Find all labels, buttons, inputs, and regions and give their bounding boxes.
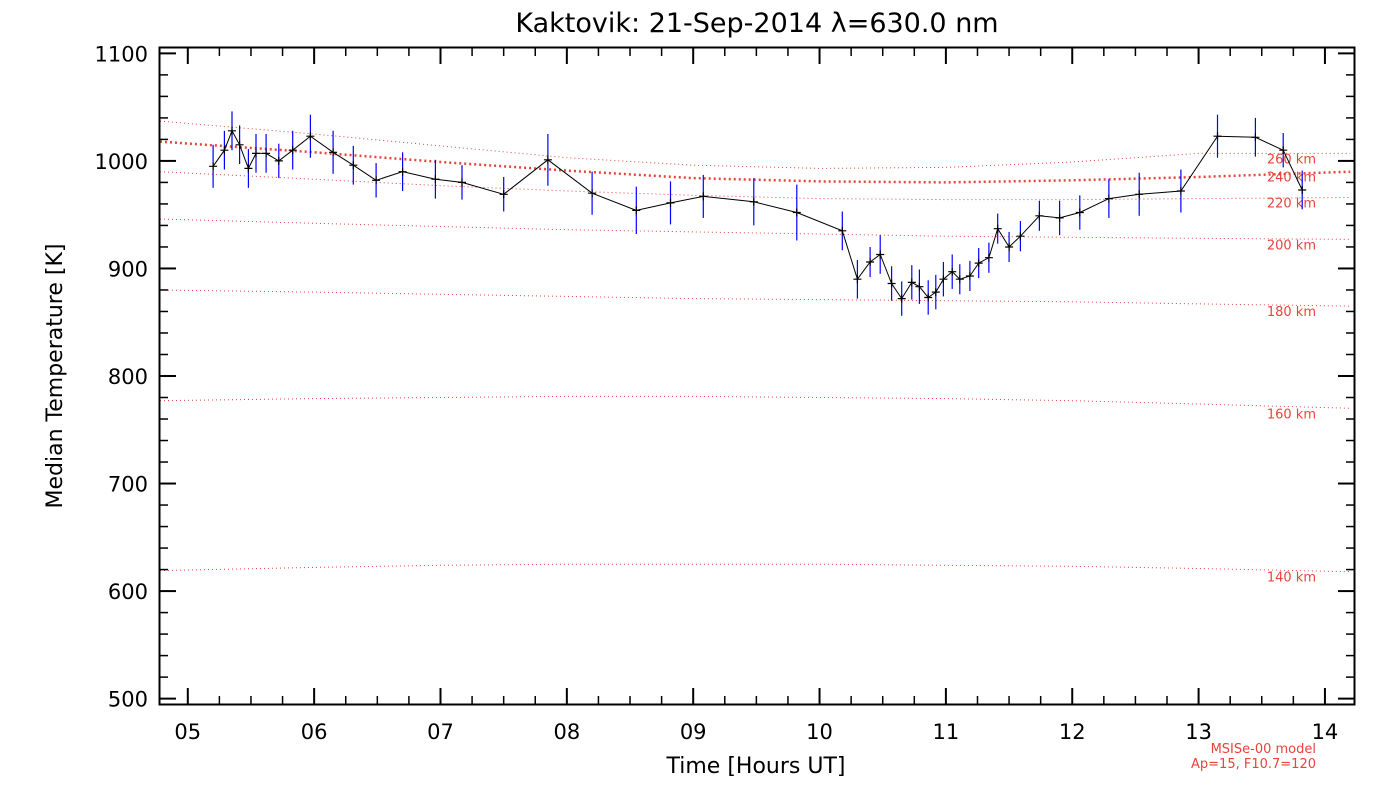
data-point xyxy=(1135,190,1144,199)
data-point xyxy=(955,275,964,284)
data-point xyxy=(262,149,271,158)
data-point xyxy=(244,164,253,173)
y-tick-label: 900 xyxy=(108,258,148,282)
data-point xyxy=(993,224,1002,233)
data-point xyxy=(948,267,957,276)
data-point xyxy=(897,294,906,303)
data-point xyxy=(274,156,283,165)
data-point xyxy=(588,189,597,198)
data-point xyxy=(398,167,407,176)
data-point xyxy=(931,288,940,297)
data-point xyxy=(838,226,847,235)
data-point xyxy=(1176,187,1185,195)
data-point xyxy=(1213,132,1222,141)
data-point xyxy=(699,192,708,201)
model-curve-label: 140 km xyxy=(1267,571,1316,586)
data-point xyxy=(915,282,924,291)
model-curves: 260 km 240 km 220 km 200 km 180 km 160 km 140 … xyxy=(159,120,1351,586)
y-tick-label: 1100 xyxy=(95,42,148,66)
y-tick-label: 600 xyxy=(108,580,148,604)
model-curve-label: 180 km xyxy=(1267,305,1316,320)
data-point xyxy=(792,208,801,217)
data-point xyxy=(853,275,862,284)
model-curve-label: 220 km xyxy=(1267,197,1316,212)
y-axis-label: Median Temperature [K] xyxy=(43,244,68,509)
data-point xyxy=(1075,208,1084,217)
data-point xyxy=(1055,213,1064,222)
data-point xyxy=(1016,232,1025,241)
data-point xyxy=(349,161,358,170)
model-curve-label: 240 km xyxy=(1267,171,1316,186)
model-curve-240-km xyxy=(159,140,1351,184)
model-curve-140-km xyxy=(159,563,1351,573)
data-point xyxy=(499,190,508,199)
data-point xyxy=(306,132,315,141)
x-tick-label: 12 xyxy=(1059,720,1086,744)
model-curve-260-km xyxy=(159,120,1351,169)
data-point xyxy=(329,148,338,157)
data-point xyxy=(458,178,466,187)
data-point xyxy=(965,272,974,280)
data-point xyxy=(1279,146,1288,155)
data-point xyxy=(666,198,675,207)
x-tick-label: 06 xyxy=(301,720,328,744)
model-note-line1: MSISe-00 model xyxy=(1211,742,1316,757)
data-point xyxy=(887,279,896,288)
y-tick-label: 1000 xyxy=(95,150,148,174)
data-point xyxy=(907,278,916,287)
data-point xyxy=(876,250,885,259)
data-point xyxy=(288,146,297,155)
model-curve-200-km xyxy=(159,218,1351,240)
model-curve-label: 260 km xyxy=(1267,152,1316,167)
data-point xyxy=(984,253,993,262)
x-tick-label: 05 xyxy=(174,720,201,744)
data-point xyxy=(924,293,933,302)
data-point xyxy=(1005,243,1014,251)
data-point xyxy=(543,155,552,164)
data-series xyxy=(209,126,1307,303)
x-tick-label: 14 xyxy=(1312,720,1339,744)
data-point xyxy=(939,275,948,284)
y-tick-label: 800 xyxy=(108,365,148,389)
data-point xyxy=(235,140,244,149)
x-tick-label: 13 xyxy=(1185,720,1212,744)
data-point xyxy=(866,258,875,266)
data-point xyxy=(372,176,381,185)
x-tick-label: 10 xyxy=(806,720,833,744)
model-curve-label: 200 km xyxy=(1267,238,1316,253)
data-point xyxy=(1035,211,1044,220)
data-point xyxy=(1251,133,1260,142)
data-point xyxy=(749,197,758,206)
x-tick-label: 11 xyxy=(933,720,960,744)
x-tick-label: 07 xyxy=(427,720,454,744)
model-note-line2: Ap=15, F10.7=120 xyxy=(1191,757,1316,772)
x-tick-label: 08 xyxy=(553,720,580,744)
data-point xyxy=(228,126,236,135)
model-curve-180-km xyxy=(159,289,1351,307)
data-point xyxy=(632,206,641,215)
y-tick-label: 500 xyxy=(108,688,148,712)
data-point xyxy=(220,146,229,155)
error-bars xyxy=(212,111,1303,316)
data-point xyxy=(1298,186,1307,194)
data-point xyxy=(252,149,260,158)
data-point xyxy=(209,162,218,171)
x-tick-label: 09 xyxy=(680,720,707,744)
data-point xyxy=(431,175,440,184)
plot-frame xyxy=(158,46,1356,706)
model-curve-220-km xyxy=(159,171,1351,201)
x-axis-label: Time [Hours UT] xyxy=(666,754,846,779)
chart-title: Kaktovik: 21-Sep-2014 λ=630.0 nm xyxy=(515,8,998,39)
data-point xyxy=(974,259,983,268)
y-tick-label: 700 xyxy=(108,473,148,497)
axis-ticks: 05 06 07 08 09 10 11 12 13 14 500 600 700 800 900 1000 1… xyxy=(95,42,1354,744)
model-curve-label: 160 km xyxy=(1267,407,1316,422)
model-curve-160-km xyxy=(159,395,1351,409)
data-point xyxy=(1104,194,1113,203)
